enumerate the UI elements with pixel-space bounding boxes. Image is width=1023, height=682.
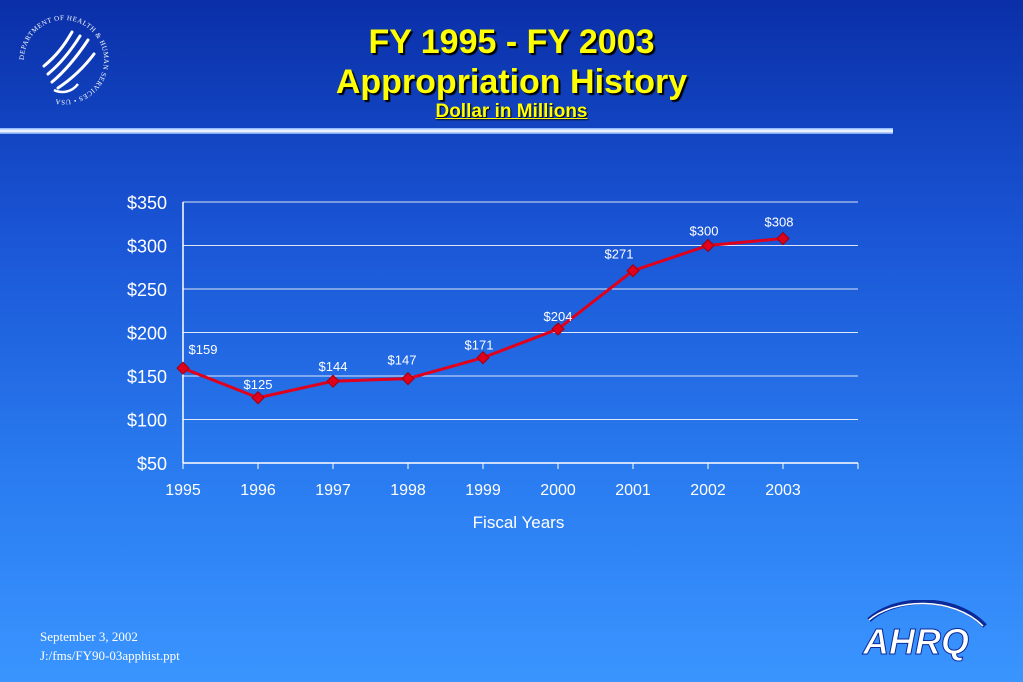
data-point-marker [626,264,640,278]
data-label: $171 [465,338,494,353]
x-tick-label: 2001 [615,482,651,499]
y-tick-label: $50 [137,454,167,474]
data-point-marker [401,371,415,386]
y-tick-label: $300 [127,237,167,257]
x-axis-title: Fiscal Years [473,513,565,532]
data-point-marker [476,351,490,365]
slide-title-line2: Appropriation History [335,63,688,101]
hhs-logo-icon: DEPARTMENT OF HEALTH & HUMAN SERVICES • … [18,14,110,106]
data-point-marker [326,374,340,388]
data-label: $159 [189,342,218,357]
x-tick-label: 1999 [465,482,501,499]
x-tick-label: 2002 [690,482,726,499]
data-point-marker [701,238,715,253]
y-tick-label: $350 [127,193,167,213]
x-tick-label: 1996 [240,482,276,499]
footer-date: September 3, 2002 [40,629,138,644]
data-point-marker [176,361,190,375]
x-tick-label: 2000 [540,482,576,499]
slide-title-block: FY 1995 - FY 2003 Appropriation History … [0,22,1023,122]
data-label: $147 [388,353,417,368]
title-divider [0,128,893,134]
slide-title-line1: FY 1995 - FY 2003 [368,23,655,61]
x-tick-label: 1998 [390,482,426,499]
footer: September 3, 2002 J:/fms/FY90-03apphist.… [40,627,180,665]
data-point-marker [551,322,565,336]
data-label: $300 [690,224,719,239]
data-label: $271 [605,247,634,262]
ahrq-logo-icon: AHRQ [862,600,987,662]
y-tick-label: $250 [127,280,167,300]
ahrq-logo-text: AHRQ [862,621,969,662]
x-tick-label: 2003 [765,482,801,499]
data-label: $204 [544,309,573,324]
data-label: $144 [319,359,348,374]
y-tick-label: $150 [127,367,167,387]
data-label: $308 [765,215,794,230]
x-tick-label: 1997 [315,482,351,499]
data-label: $125 [244,377,273,392]
data-point-marker [251,391,265,405]
slide-subtitle: Dollar in Millions [435,101,588,122]
y-tick-label: $100 [127,411,167,431]
x-tick-label: 1995 [165,482,201,499]
footer-file-path: J:/fms/FY90-03apphist.ppt [40,648,180,663]
data-point-marker [776,231,790,246]
y-tick-label: $200 [127,324,167,344]
series-line [182,237,784,400]
